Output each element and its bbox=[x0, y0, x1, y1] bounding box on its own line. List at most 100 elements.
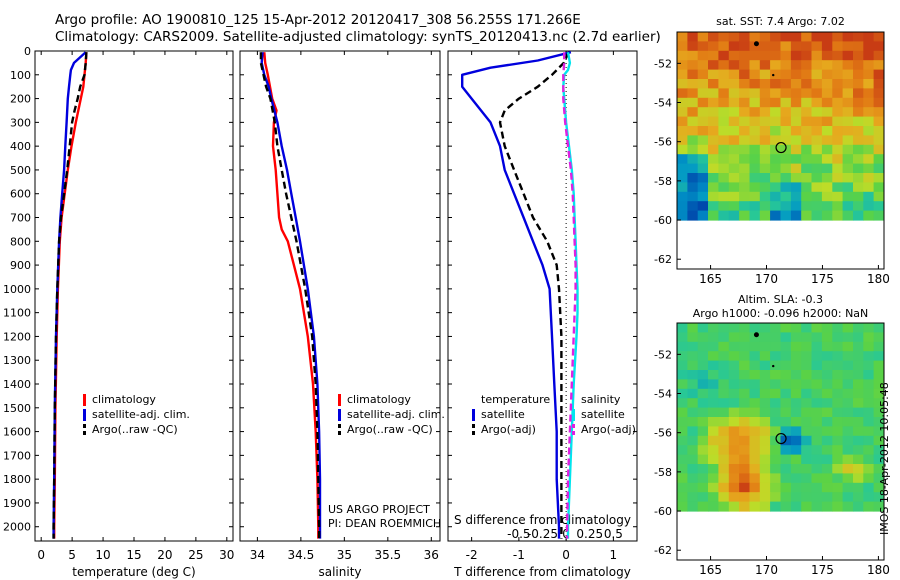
map-cell bbox=[873, 191, 885, 202]
map-cell bbox=[708, 50, 719, 61]
map-cell bbox=[739, 370, 750, 380]
map-cell bbox=[821, 201, 833, 212]
map-cell bbox=[853, 182, 864, 193]
map-cell bbox=[718, 360, 730, 371]
map-cell bbox=[832, 482, 844, 493]
map-cell bbox=[749, 379, 761, 390]
y-tick-label: 1200 bbox=[3, 330, 31, 343]
map-cell bbox=[832, 182, 844, 193]
map-cell bbox=[821, 417, 833, 427]
map-cell bbox=[708, 97, 719, 108]
map-cell bbox=[708, 417, 719, 427]
map-cell bbox=[697, 60, 709, 71]
series-line-sat bbox=[260, 52, 322, 539]
map-cell bbox=[790, 360, 802, 371]
map-cell bbox=[770, 332, 781, 343]
legend-item-climatology: climatology bbox=[338, 392, 445, 407]
map-panel-2: -52 -54 -56 -58 -60 -62 165 170 175 180 Altim. SLA… bbox=[654, 293, 890, 577]
secondary-tick-label: 0.5 bbox=[604, 527, 623, 541]
map-cell bbox=[728, 144, 740, 155]
legend-swatch bbox=[472, 408, 475, 421]
map-cell bbox=[708, 332, 719, 343]
map-cell bbox=[739, 379, 750, 390]
map-cell bbox=[739, 107, 750, 118]
map-cell bbox=[853, 144, 864, 155]
map-cell bbox=[801, 210, 813, 221]
map-cell bbox=[832, 473, 844, 484]
map-cell bbox=[739, 182, 750, 193]
map-cell bbox=[853, 88, 864, 99]
map-cell bbox=[780, 341, 792, 352]
map-cell bbox=[832, 351, 844, 362]
map-cell bbox=[873, 163, 885, 174]
y-tick-label: 800 bbox=[10, 235, 31, 248]
map-cell bbox=[842, 445, 854, 456]
map-cell bbox=[842, 210, 854, 221]
map-cell bbox=[739, 163, 750, 174]
figure-title-line1: Argo profile: AO 1900810_125 15-Apr-2012… bbox=[55, 12, 581, 28]
map-cell bbox=[873, 332, 885, 343]
map-cell bbox=[832, 154, 844, 165]
map-cell bbox=[780, 154, 792, 165]
map-cell bbox=[821, 154, 833, 165]
map-cell bbox=[863, 144, 875, 155]
map-cell bbox=[739, 154, 750, 165]
map-cell bbox=[687, 341, 699, 352]
map-cell bbox=[780, 88, 792, 99]
map-cell bbox=[718, 154, 730, 165]
legend-label: climatology bbox=[347, 393, 411, 406]
map-cell bbox=[873, 60, 885, 71]
map-cell bbox=[708, 182, 719, 193]
map-cell bbox=[821, 388, 833, 399]
map-cell bbox=[749, 97, 761, 108]
map-cell bbox=[749, 407, 761, 418]
map-cell bbox=[770, 126, 781, 136]
series-line-argo bbox=[259, 52, 321, 539]
map-cell bbox=[739, 116, 750, 127]
map-cell bbox=[811, 341, 823, 352]
map-cell bbox=[759, 360, 771, 371]
legend-label: Argo(..raw -QC) bbox=[92, 423, 178, 436]
map-cell bbox=[853, 407, 864, 418]
map-cell bbox=[873, 69, 885, 80]
map-cell bbox=[832, 501, 844, 512]
map-cell bbox=[770, 154, 781, 165]
map-cell bbox=[780, 482, 792, 493]
map-cell bbox=[873, 398, 885, 409]
map-cell bbox=[728, 126, 740, 136]
map-cell bbox=[853, 454, 864, 465]
map-cell bbox=[780, 173, 792, 183]
map-cell bbox=[708, 107, 719, 118]
map-cell bbox=[708, 144, 719, 155]
map-cell bbox=[801, 135, 813, 146]
map-cell bbox=[708, 60, 719, 71]
y-tick-label: 1000 bbox=[3, 283, 31, 296]
map-cell bbox=[790, 464, 802, 474]
map-cell bbox=[780, 97, 792, 108]
map-cell bbox=[728, 398, 740, 409]
map-cell bbox=[790, 210, 802, 221]
map-cell bbox=[832, 332, 844, 343]
map-cell bbox=[718, 173, 730, 183]
map-cell bbox=[677, 144, 688, 155]
legend-label: climatology bbox=[92, 393, 156, 406]
map-cell bbox=[811, 144, 823, 155]
map-cell bbox=[708, 454, 719, 465]
map-cell bbox=[759, 154, 771, 165]
map-cell bbox=[873, 341, 885, 352]
map-cell bbox=[821, 32, 833, 42]
map-cell bbox=[821, 182, 833, 193]
map-cell bbox=[801, 50, 813, 61]
map-cell bbox=[687, 60, 699, 71]
map-cell bbox=[708, 79, 719, 89]
map-cell bbox=[811, 473, 823, 484]
map-cell bbox=[759, 163, 771, 174]
map-cell bbox=[832, 464, 844, 474]
series-line-s_argo bbox=[562, 52, 577, 539]
map-cell bbox=[811, 107, 823, 118]
map-cell bbox=[708, 191, 719, 202]
x-tick-label: 175 bbox=[811, 563, 834, 577]
map-cell bbox=[770, 173, 781, 183]
map-cell bbox=[780, 473, 792, 484]
map-cell bbox=[687, 501, 699, 512]
